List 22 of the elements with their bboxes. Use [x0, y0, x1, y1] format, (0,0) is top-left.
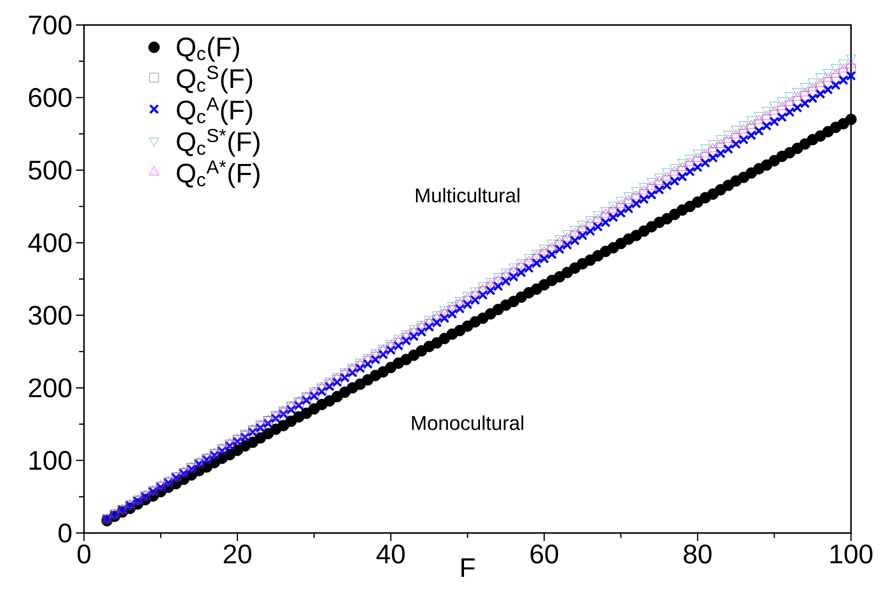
x-tick-label: 20: [224, 544, 252, 564]
y-tick-label: 700: [28, 15, 72, 35]
x-axis-title: F: [461, 558, 475, 577]
x-tick-label: 0: [78, 544, 90, 564]
y-tick-label: 200: [28, 378, 72, 398]
x-tick-label: 40: [376, 544, 405, 564]
y-tick-label: 100: [30, 450, 72, 470]
y-tick-label: 300: [28, 306, 72, 325]
x-tick-label: 100: [830, 544, 872, 564]
y-tick-label: 400: [28, 233, 72, 252]
annotation: Multicultural: [416, 188, 520, 202]
legend-label: Q$_{c}$(F): [176, 36, 240, 62]
legend-label: Q$_{c}$$^{A}$(F): [176, 97, 252, 125]
x-tick-label: 80: [684, 544, 712, 564]
x-tick-label: 60: [530, 544, 558, 564]
y-tick-label: 600: [28, 88, 72, 108]
legend-label: Q$_{c}$$^{A*}$(F): [176, 160, 260, 188]
y-tick-label: 0: [58, 523, 72, 543]
legend-label: Q$_{c}$$^{S*}$(F): [176, 128, 260, 157]
annotation: Monocultural: [412, 415, 524, 430]
y-tick-label: 500: [28, 160, 72, 180]
legend-label: Q$_{c}$$^{S}$(F): [176, 66, 252, 94]
